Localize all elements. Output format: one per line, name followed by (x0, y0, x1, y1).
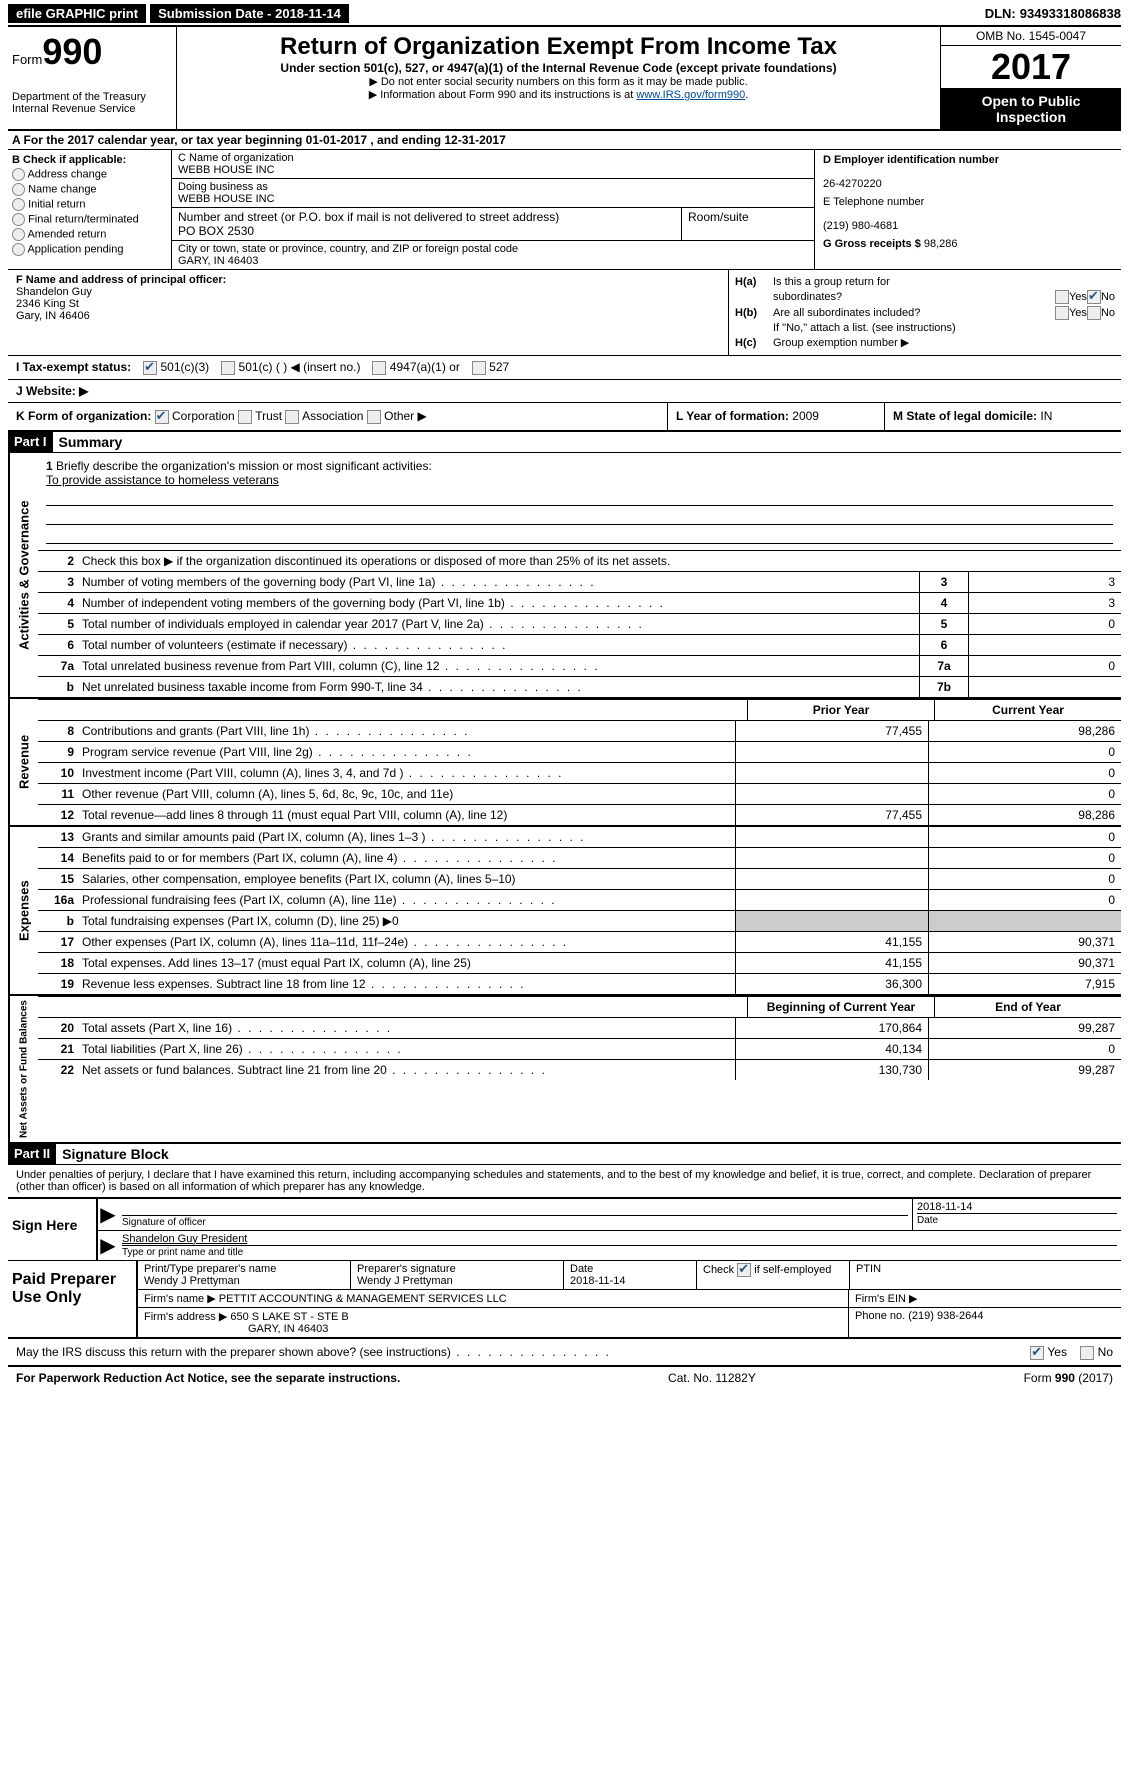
mission-text: To provide assistance to homeless vetera… (46, 473, 279, 487)
dba-value: WEBB HOUSE INC (178, 193, 808, 205)
city-label: City or town, state or province, country… (178, 243, 808, 255)
dept-irs: Internal Revenue Service (12, 103, 172, 115)
chk-501c3[interactable] (143, 361, 157, 375)
form-header: Form990 Department of the Treasury Inter… (8, 27, 1121, 131)
chk-self-employed[interactable] (737, 1263, 751, 1277)
chk-amended-return[interactable]: Amended return (12, 228, 167, 241)
officer-addr2: Gary, IN 46406 (16, 310, 90, 322)
paid-preparer-block: Paid Preparer Use Only Print/Type prepar… (8, 1261, 1121, 1339)
gross-value: 98,286 (924, 238, 958, 250)
col-b-header: B Check if applicable: (12, 154, 126, 166)
sign-here-label: Sign Here (8, 1199, 96, 1260)
officer-label: F Name and address of principal officer: (16, 274, 226, 286)
declaration-text: Under penalties of perjury, I declare th… (8, 1165, 1121, 1197)
col-f: F Name and address of principal officer:… (8, 270, 729, 355)
ein-label: D Employer identification number (823, 154, 999, 166)
chk-527[interactable] (472, 361, 486, 375)
discuss-no[interactable] (1080, 1346, 1094, 1360)
section-a: A For the 2017 calendar year, or tax yea… (8, 131, 1121, 150)
form-ref: Form 990 (2017) (1024, 1371, 1113, 1385)
omb-number: OMB No. 1545-0047 (941, 27, 1121, 46)
part2-header: Part II (8, 1144, 56, 1164)
paperwork-notice: For Paperwork Reduction Act Notice, see … (16, 1371, 400, 1385)
chk-trust[interactable] (238, 410, 252, 424)
row-klm: K Form of organization: Corporation Trus… (8, 403, 1121, 432)
top-bar: efile GRAPHIC print Submission Date - 20… (8, 4, 1121, 27)
tab-revenue: Revenue (8, 699, 38, 825)
street-value: PO BOX 2530 (178, 224, 675, 238)
chk-name-change[interactable]: Name change (12, 183, 167, 196)
chk-corp[interactable] (155, 410, 169, 424)
col-h: H(a) Is this a group return for subordin… (729, 270, 1121, 355)
ha-no[interactable] (1087, 290, 1101, 304)
ssn-warning: ▶ Do not enter social security numbers o… (187, 75, 930, 88)
firm-name: PETTIT ACCOUNTING & MANAGEMENT SERVICES … (219, 1293, 507, 1305)
officer-name-title: Shandelon Guy President (122, 1233, 1117, 1245)
part1-title: Summary (53, 432, 129, 452)
org-name: WEBB HOUSE INC (178, 164, 808, 176)
col-d: D Employer identification number 26-42702… (815, 150, 1121, 269)
row-i: I Tax-exempt status: 501(c)(3) 501(c) ( … (8, 356, 1121, 380)
part1-header: Part I (8, 432, 53, 452)
city-value: GARY, IN 46403 (178, 255, 808, 267)
org-name-label: C Name of organization (178, 152, 808, 164)
chk-assoc[interactable] (285, 410, 299, 424)
cat-no: Cat. No. 11282Y (668, 1371, 756, 1385)
open-to-public: Open to Public Inspection (941, 89, 1121, 129)
preparer-name: Wendy J Prettyman (144, 1275, 344, 1287)
col-c: C Name of organization WEBB HOUSE INC Do… (172, 150, 815, 269)
chk-other[interactable] (367, 410, 381, 424)
form-title: Return of Organization Exempt From Incom… (187, 33, 930, 61)
discuss-yes[interactable] (1030, 1346, 1044, 1360)
hb-yes[interactable] (1055, 306, 1069, 320)
chk-initial-return[interactable]: Initial return (12, 198, 167, 211)
street-label: Number and street (or P.O. box if mail i… (178, 210, 675, 224)
tel-value: (219) 980-4681 (823, 220, 898, 232)
dln-value: 93493318086838 (1020, 6, 1121, 21)
form-word: Form (12, 52, 42, 67)
irs-link[interactable]: www.IRS.gov/form990 (636, 89, 745, 101)
form-number: 990 (42, 31, 102, 72)
tel-label: E Telephone number (823, 196, 924, 208)
room-label: Room/suite (682, 208, 814, 240)
form-subtitle: Under section 501(c), 527, or 4947(a)(1)… (187, 61, 930, 75)
dba-label: Doing business as (178, 181, 808, 193)
ha-yes[interactable] (1055, 290, 1069, 304)
firm-phone: (219) 938-2644 (908, 1310, 983, 1322)
chk-final-return[interactable]: Final return/terminated (12, 213, 167, 226)
subdate-badge: Submission Date - 2018-11-14 (150, 4, 349, 23)
hb-no[interactable] (1087, 306, 1101, 320)
tab-net-assets: Net Assets or Fund Balances (8, 996, 38, 1142)
firm-addr2: GARY, IN 46403 (248, 1323, 328, 1335)
dept-treasury: Department of the Treasury (12, 91, 172, 103)
info-link-row: ▶ Information about Form 990 and its ins… (187, 88, 930, 101)
gross-label: G Gross receipts $ (823, 238, 921, 250)
block-bcd: B Check if applicable: Address change Na… (8, 150, 1121, 270)
preparer-date: 2018-11-14 (570, 1275, 690, 1287)
officer-addr1: 2346 King St (16, 298, 79, 310)
dln-label: DLN: (985, 6, 1016, 21)
page-footer: For Paperwork Reduction Act Notice, see … (8, 1366, 1121, 1389)
row-j: J Website: ▶ (8, 380, 1121, 403)
ein-value: 26-4270220 (823, 178, 882, 190)
sig-date: 2018-11-14 (917, 1201, 1117, 1213)
chk-501c[interactable] (221, 361, 235, 375)
officer-name: Shandelon Guy (16, 286, 92, 298)
tax-year: 2017 (941, 46, 1121, 89)
firm-addr1: 650 S LAKE ST - STE B (230, 1311, 348, 1323)
tab-expenses: Expenses (8, 827, 38, 994)
paid-preparer-label: Paid Preparer Use Only (8, 1261, 136, 1337)
discuss-row: May the IRS discuss this return with the… (8, 1339, 1121, 1366)
part2-title: Signature Block (56, 1144, 175, 1164)
tab-activities-governance: Activities & Governance (8, 453, 38, 697)
sign-here-block: Sign Here ▶ Signature of officer 2018-11… (8, 1197, 1121, 1261)
chk-address-change[interactable]: Address change (12, 168, 167, 181)
col-b: B Check if applicable: Address change Na… (8, 150, 172, 269)
l1-text: Briefly describe the organization's miss… (56, 459, 432, 473)
chk-app-pending[interactable]: Application pending (12, 243, 167, 256)
chk-4947[interactable] (372, 361, 386, 375)
preparer-sig: Wendy J Prettyman (357, 1275, 557, 1287)
efile-badge: efile GRAPHIC print (8, 4, 146, 23)
